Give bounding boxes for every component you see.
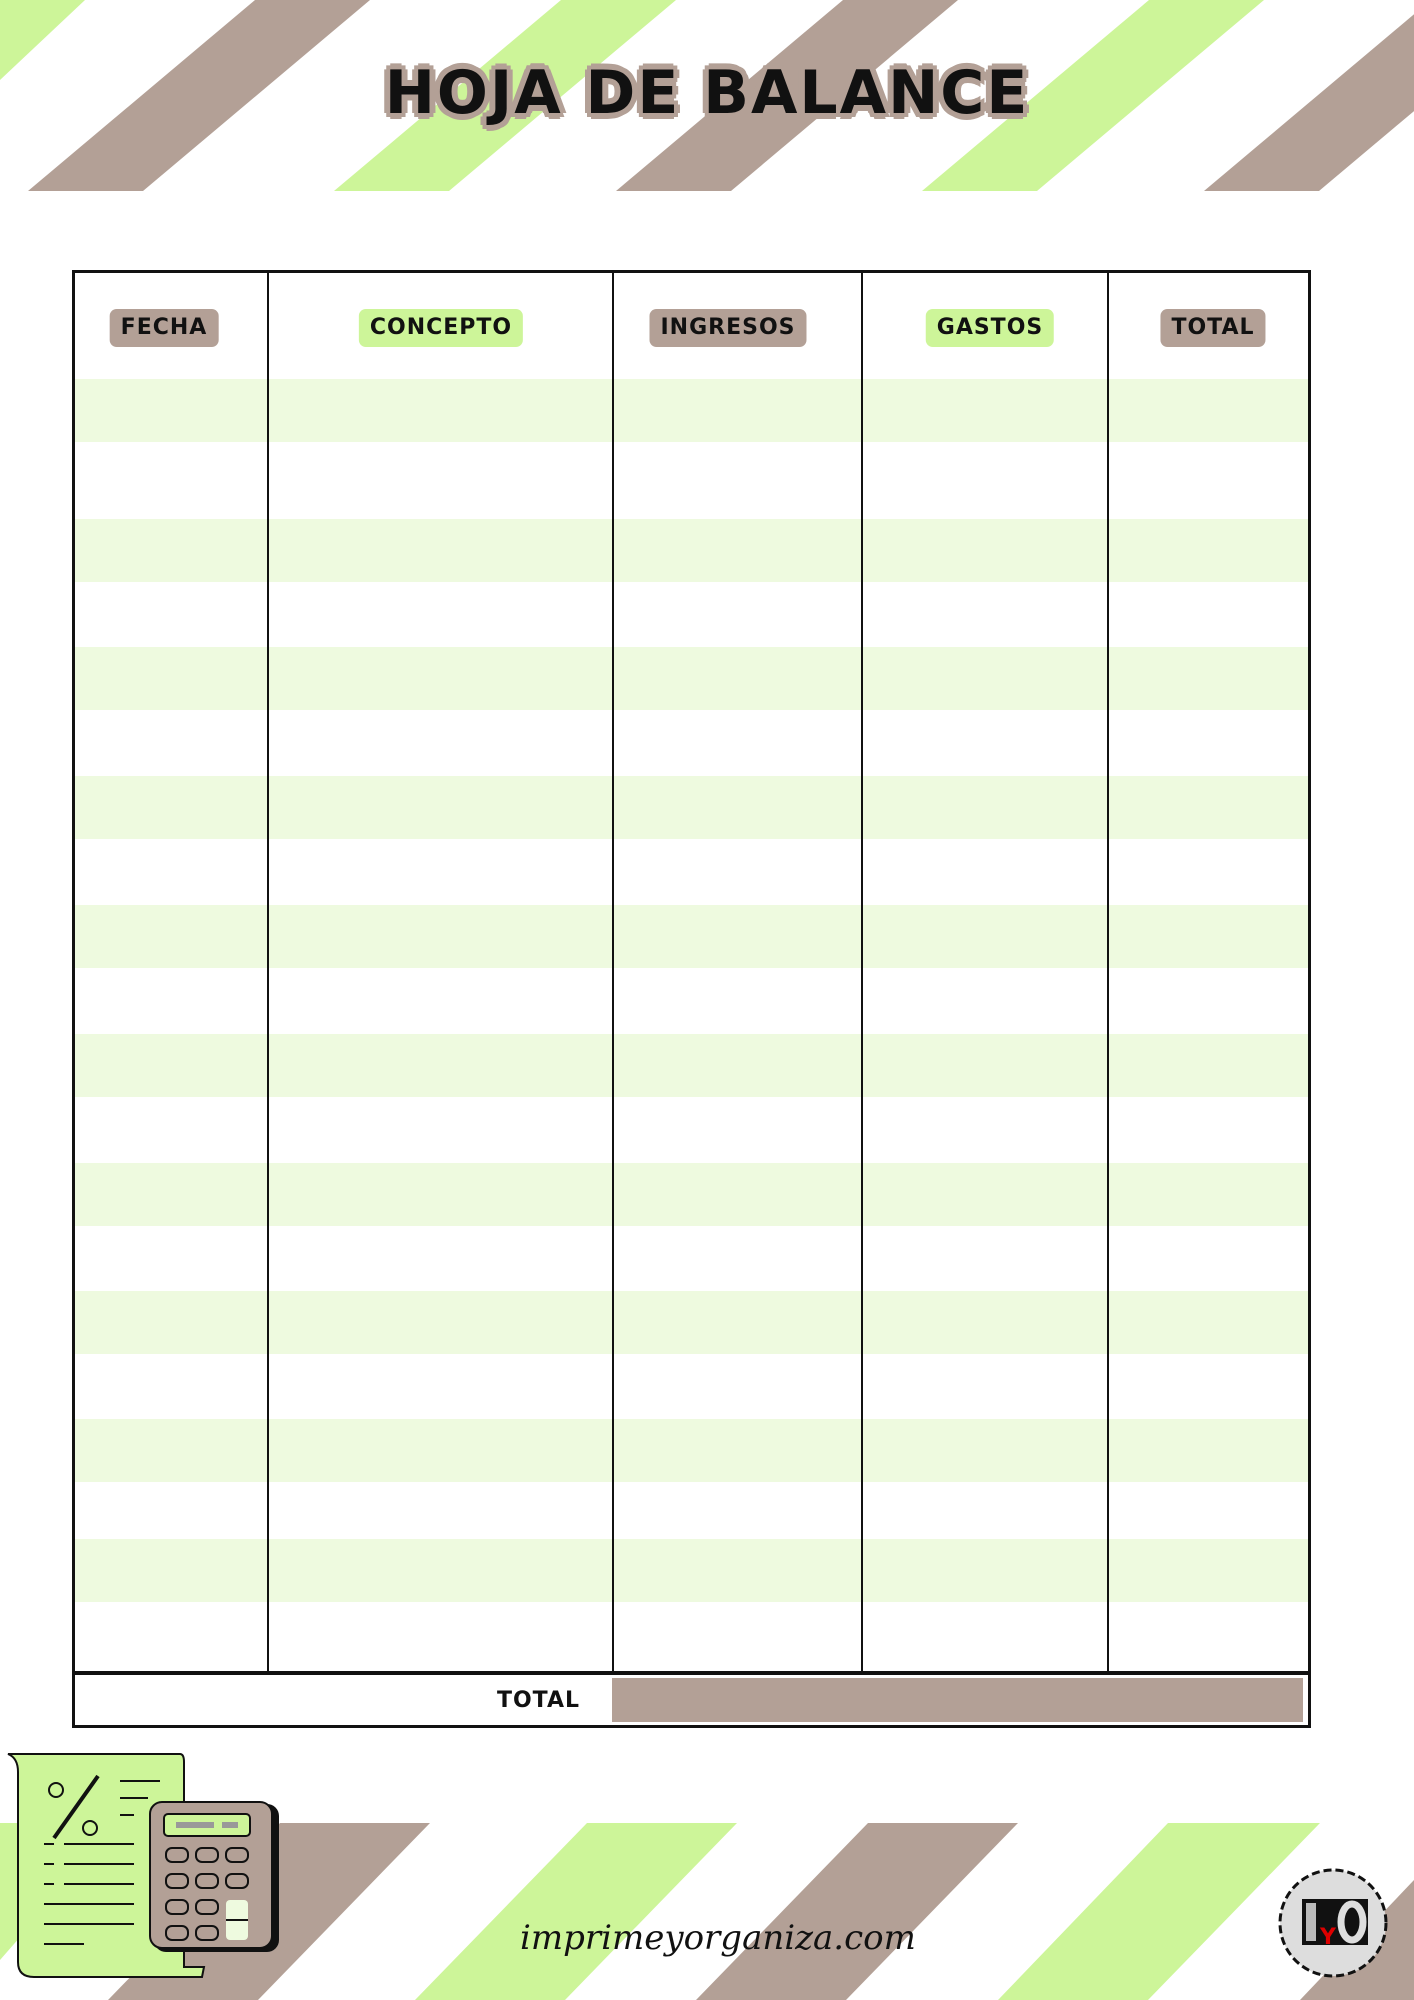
svg-text:Y: Y — [1319, 1925, 1337, 1950]
column-divider — [267, 273, 269, 1673]
table-row-stripe — [75, 647, 1308, 710]
column-divider — [612, 273, 614, 1673]
header-gastos: GASTOS — [925, 309, 1055, 347]
column-divider — [861, 273, 863, 1673]
table-row-stripe — [75, 1419, 1308, 1482]
table-row-stripe — [75, 1539, 1308, 1602]
table-row-stripe — [75, 905, 1308, 968]
total-value-field[interactable] — [612, 1678, 1303, 1722]
table-row-stripe — [75, 1163, 1308, 1226]
balance-table: FECHA CONCEPTO INGRESOS GASTOS TOTAL TOT… — [72, 270, 1311, 1728]
table-row-stripe — [75, 1291, 1308, 1354]
header-ingresos: INGRESOS — [649, 309, 807, 347]
table-row-stripe — [75, 519, 1308, 582]
total-divider — [75, 1671, 1308, 1675]
table-row-stripe — [75, 776, 1308, 839]
page-title: HOJA DE BALANCE — [384, 58, 1030, 128]
website-link[interactable]: imprimeyorganiza.com — [520, 1918, 916, 1958]
header-total: TOTAL — [1160, 309, 1266, 347]
table-row-stripe — [75, 379, 1308, 442]
total-label: TOTAL — [496, 1688, 580, 1713]
table-row-stripe — [75, 1034, 1308, 1097]
header-fecha: FECHA — [109, 309, 219, 347]
column-divider — [1107, 273, 1109, 1673]
receipt-calculator-icon — [7, 1753, 279, 1978]
header-concepto: CONCEPTO — [358, 309, 524, 347]
iyo-logo: Y — [1278, 1868, 1388, 1978]
